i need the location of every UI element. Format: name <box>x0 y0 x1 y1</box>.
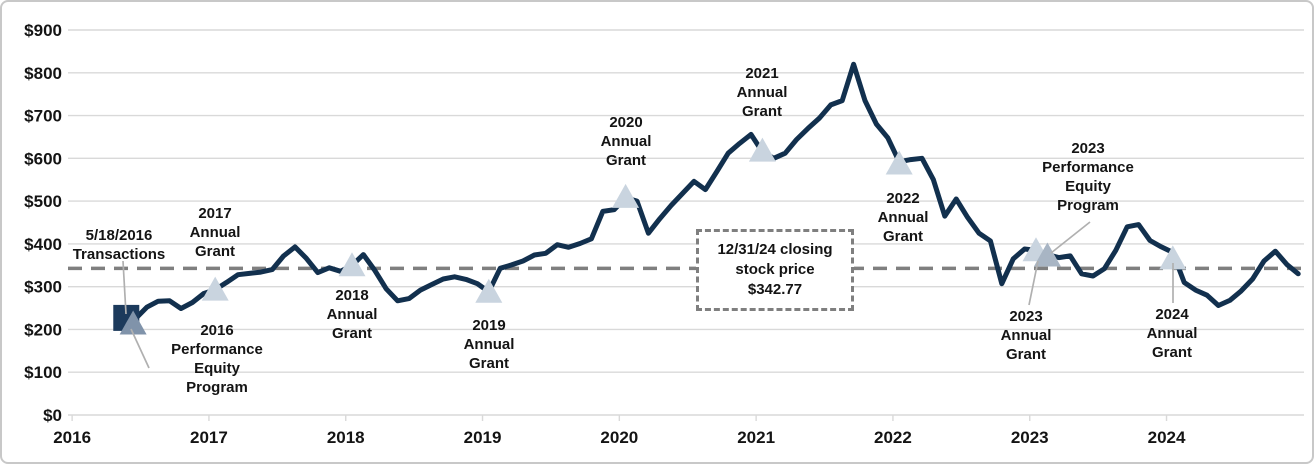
y-axis-label: $900 <box>24 21 62 40</box>
leader-line <box>122 260 127 315</box>
y-axis-label: $700 <box>24 107 62 126</box>
leader-line <box>130 328 150 369</box>
annotation-2017-annual-grant: 2017 Annual Grant <box>189 205 241 260</box>
annotation-2022-annual-grant: 2022 Annual Grant <box>877 190 929 245</box>
annotation-2018-annual-grant: 2018 Annual Grant <box>326 287 378 342</box>
leader-line <box>1050 221 1091 254</box>
y-axis-label: $100 <box>24 363 62 382</box>
x-axis-label: 2022 <box>874 428 912 447</box>
annotation-2016-performance-equity-program: 2016 Performance Equity Program <box>171 322 263 396</box>
stock-price-line <box>121 61 1301 323</box>
annotation-2019-annual-grant: 2019 Annual Grant <box>463 317 515 372</box>
x-axis-label: 2021 <box>737 428 775 447</box>
y-axis-label: $500 <box>24 192 62 211</box>
annual-grant-2017-triangle-marker <box>201 276 229 301</box>
leader-line <box>1028 260 1039 306</box>
pep-2016-triangle-marker <box>119 310 147 335</box>
y-axis-label: $400 <box>24 235 62 254</box>
y-axis-label: $0 <box>43 406 62 425</box>
x-axis-label: 2020 <box>600 428 638 447</box>
pep-2023-triangle-marker <box>1033 242 1061 267</box>
y-axis-label: $300 <box>24 278 62 297</box>
annotation-2023-annual-grant: 2023 Annual Grant <box>1000 308 1052 363</box>
annual-grant-2019-triangle-marker <box>475 278 503 303</box>
annual-grant-2018-triangle-marker <box>338 252 366 277</box>
closing-price-box: 12/31/24 closing stock price $342.77 <box>696 229 854 311</box>
y-axis-label: $200 <box>24 320 62 339</box>
x-axis-label: 2018 <box>327 428 365 447</box>
x-axis-label: 2016 <box>53 428 91 447</box>
annual-grant-2020-triangle-marker <box>612 183 640 208</box>
annotation-2024-annual-grant: 2024 Annual Grant <box>1146 306 1198 361</box>
annotation-2016-transactions: 5/18/2016 Transactions <box>72 227 166 263</box>
annotation-2021-annual-grant: 2021 Annual Grant <box>736 65 788 120</box>
y-axis-label: $600 <box>24 149 62 168</box>
annotation-2023-performance-equity-program: 2023 Performance Equity Program <box>1042 140 1134 214</box>
annual-grant-2022-triangle-marker <box>885 150 913 175</box>
annotation-2020-annual-grant: 2020 Annual Grant <box>600 114 652 169</box>
x-axis-label: 2017 <box>190 428 228 447</box>
y-axis-label: $800 <box>24 64 62 83</box>
x-axis-label: 2023 <box>1011 428 1049 447</box>
annual-grant-2021-triangle-marker <box>748 137 776 162</box>
x-axis-label: 2019 <box>464 428 502 447</box>
x-axis-label: 2024 <box>1148 428 1186 447</box>
annual-grant-2024-triangle-marker <box>1159 245 1187 270</box>
